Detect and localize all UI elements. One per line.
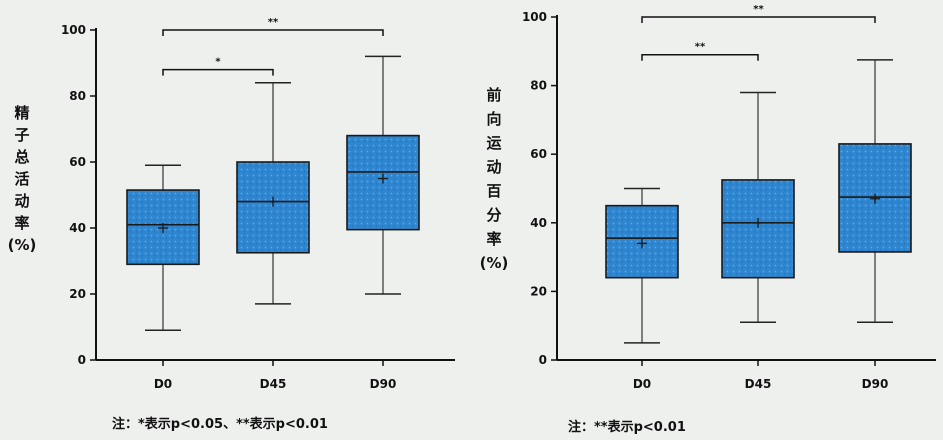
significance-label: ** [695, 42, 706, 53]
y-axis-label-char: 率 [14, 214, 29, 232]
y-tick-label: 40 [69, 221, 86, 235]
x-tick-label: D90 [370, 377, 397, 391]
x-tick-label: D0 [633, 377, 651, 391]
y-tick-label: 100 [61, 23, 86, 37]
x-tick-label: D0 [154, 377, 172, 391]
y-axis-label-char: 总 [14, 148, 29, 166]
y-tick-label: 0 [78, 353, 86, 367]
y-axis-label-char: 动 [14, 192, 29, 210]
x-tick-label: D45 [745, 377, 772, 391]
y-tick-label: 20 [530, 284, 547, 298]
y-tick-label: 80 [69, 89, 86, 103]
box-iqr [236, 161, 310, 254]
y-axis-label-char: 运 [486, 134, 501, 152]
significance-bracket [641, 16, 876, 23]
x-tick-label: D45 [260, 377, 287, 391]
y-tick-label: 100 [522, 10, 547, 24]
y-axis-label-char: 前 [486, 86, 501, 104]
y-axis-label-char: (%) [480, 254, 509, 272]
y-axis-label-char: 向 [486, 110, 501, 128]
y-tick-label: 40 [530, 216, 547, 230]
y-tick-label: 60 [530, 147, 547, 161]
significance-label: * [215, 57, 221, 68]
significance-label: ** [268, 17, 279, 28]
y-axis-label-char: 分 [486, 206, 501, 224]
y-axis-label-char: 活 [14, 170, 29, 188]
significance-bracket [162, 68, 274, 76]
y-axis-label-char: (%) [8, 236, 37, 254]
x-tick-label: D90 [862, 377, 889, 391]
y-axis-label-char: 动 [486, 158, 501, 176]
footnote: 注：*表示p<0.05、**表示p<0.01 [112, 416, 328, 432]
y-axis-label-char: 率 [486, 230, 501, 248]
y-axis-label-char: 子 [14, 126, 29, 144]
y-tick-label: 80 [530, 79, 547, 93]
footnote: 注：**表示p<0.01 [568, 419, 686, 435]
significance-label: ** [753, 4, 764, 15]
y-axis-label-char: 百 [486, 182, 501, 200]
significance-bracket [641, 53, 759, 61]
box-iqr [721, 179, 795, 279]
y-tick-label: 0 [539, 353, 547, 367]
y-tick-label: 60 [69, 155, 86, 169]
significance-bracket [162, 29, 384, 36]
y-axis-label-char: 精 [14, 104, 29, 122]
y-tick-label: 20 [69, 287, 86, 301]
